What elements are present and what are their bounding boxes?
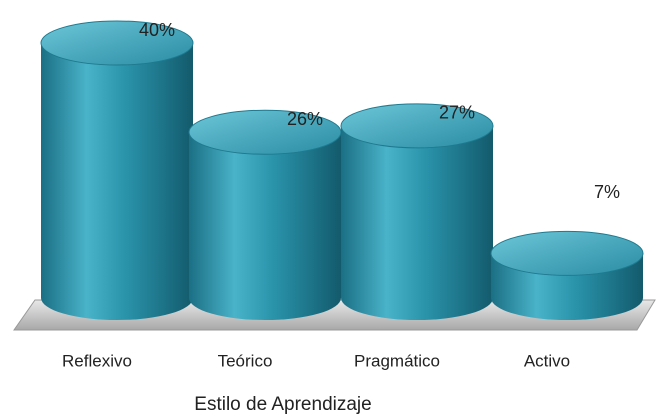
value-label: 26% — [287, 109, 323, 129]
x-tick-label: Teórico — [218, 351, 273, 370]
bar — [41, 43, 193, 320]
value-label: 27% — [439, 103, 475, 123]
value-label: 7% — [594, 182, 620, 202]
x-tick-label: Activo — [524, 351, 570, 370]
bar — [189, 132, 341, 320]
value-label: 40% — [139, 20, 175, 40]
x-tick-label: Reflexivo — [62, 351, 132, 370]
x-tick-label: Pragmático — [354, 351, 440, 370]
bar — [341, 125, 493, 320]
bar-top — [340, 103, 494, 149]
x-axis-title: Estilo de Aprendizaje — [194, 394, 371, 415]
bar-top — [40, 20, 194, 66]
bar-top — [490, 230, 644, 276]
